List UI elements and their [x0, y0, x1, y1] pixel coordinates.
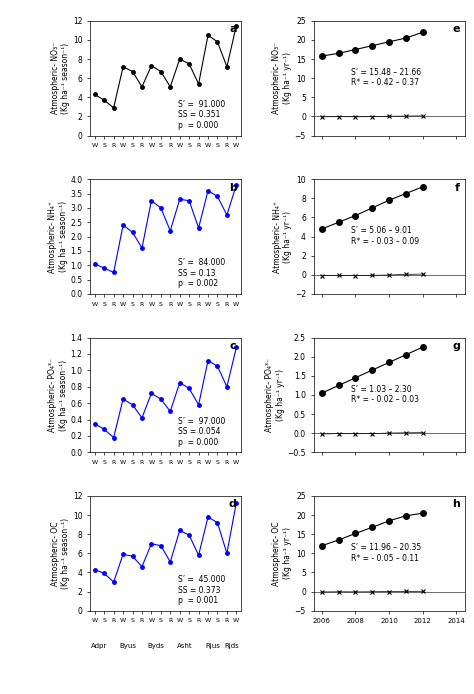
Y-axis label: Atmospheric- OC
(Kg ha⁻¹ season⁻¹): Atmospheric- OC (Kg ha⁻¹ season⁻¹): [51, 518, 70, 589]
Text: Rjus: Rjus: [205, 643, 220, 649]
Text: a: a: [229, 24, 237, 34]
Text: e: e: [453, 24, 460, 34]
Text: c: c: [230, 341, 237, 351]
Text: Adpr: Adpr: [91, 643, 108, 649]
Text: Asht: Asht: [177, 643, 192, 649]
Y-axis label: Atmospheric- NO₃⁻
(Kg ha⁻¹ season⁻¹): Atmospheric- NO₃⁻ (Kg ha⁻¹ season⁻¹): [51, 42, 70, 115]
Y-axis label: Atmospheric- PO₄³⁻
(Kg ha⁻¹ season⁻¹): Atmospheric- PO₄³⁻ (Kg ha⁻¹ season⁻¹): [48, 358, 67, 432]
Text: S’ = 5.06 – 9.01
R* = - 0.03 – 0.09: S’ = 5.06 – 9.01 R* = - 0.03 – 0.09: [351, 226, 419, 246]
Y-axis label: Atmospheric- NO₃⁻
(Kg ha⁻¹ yr⁻¹): Atmospheric- NO₃⁻ (Kg ha⁻¹ yr⁻¹): [273, 42, 292, 115]
Text: S’ = 11.96 – 20.35
R* = - 0.05 – 0.11: S’ = 11.96 – 20.35 R* = - 0.05 – 0.11: [351, 543, 421, 563]
Text: S’ =  97.000
SS = 0.054
p  = 0.000: S’ = 97.000 SS = 0.054 p = 0.000: [178, 417, 225, 447]
Text: d: d: [228, 500, 237, 509]
Text: Byus: Byus: [119, 643, 137, 649]
Text: S’ =  84.000
SS = 0.13
p  = 0.002: S’ = 84.000 SS = 0.13 p = 0.002: [178, 258, 225, 288]
Text: S’ = 1.03 – 2.30
R* = - 0.02 – 0.03: S’ = 1.03 – 2.30 R* = - 0.02 – 0.03: [351, 384, 419, 404]
Text: h: h: [452, 500, 460, 509]
Y-axis label: Atmospheric- NH₄⁺
(Kg ha⁻¹ yr⁻¹): Atmospheric- NH₄⁺ (Kg ha⁻¹ yr⁻¹): [273, 201, 292, 273]
Text: Byds: Byds: [148, 643, 164, 649]
Text: S’ = 15.48 – 21.66
R* = - 0.42 – 0.37: S’ = 15.48 – 21.66 R* = - 0.42 – 0.37: [351, 68, 421, 87]
Text: S’ =  91.000
SS = 0.351
p  = 0.000: S’ = 91.000 SS = 0.351 p = 0.000: [178, 100, 225, 130]
Y-axis label: Atmospheric- PO₄³⁻
(Kg ha⁻¹ yr⁻¹): Atmospheric- PO₄³⁻ (Kg ha⁻¹ yr⁻¹): [265, 358, 284, 432]
Text: g: g: [452, 341, 460, 351]
Text: b: b: [228, 183, 237, 193]
Y-axis label: Atmospheric- NH₄⁺
(Kg ha⁻¹ season⁻¹): Atmospheric- NH₄⁺ (Kg ha⁻¹ season⁻¹): [48, 201, 67, 273]
Text: Rjds: Rjds: [224, 643, 239, 649]
Y-axis label: Atmospheric- OC
(Kg ha⁻¹ yr⁻¹): Atmospheric- OC (Kg ha⁻¹ yr⁻¹): [273, 521, 292, 586]
Text: f: f: [455, 183, 460, 193]
Text: S’ =  45.000
SS = 0.373
p  = 0.001: S’ = 45.000 SS = 0.373 p = 0.001: [178, 575, 225, 605]
